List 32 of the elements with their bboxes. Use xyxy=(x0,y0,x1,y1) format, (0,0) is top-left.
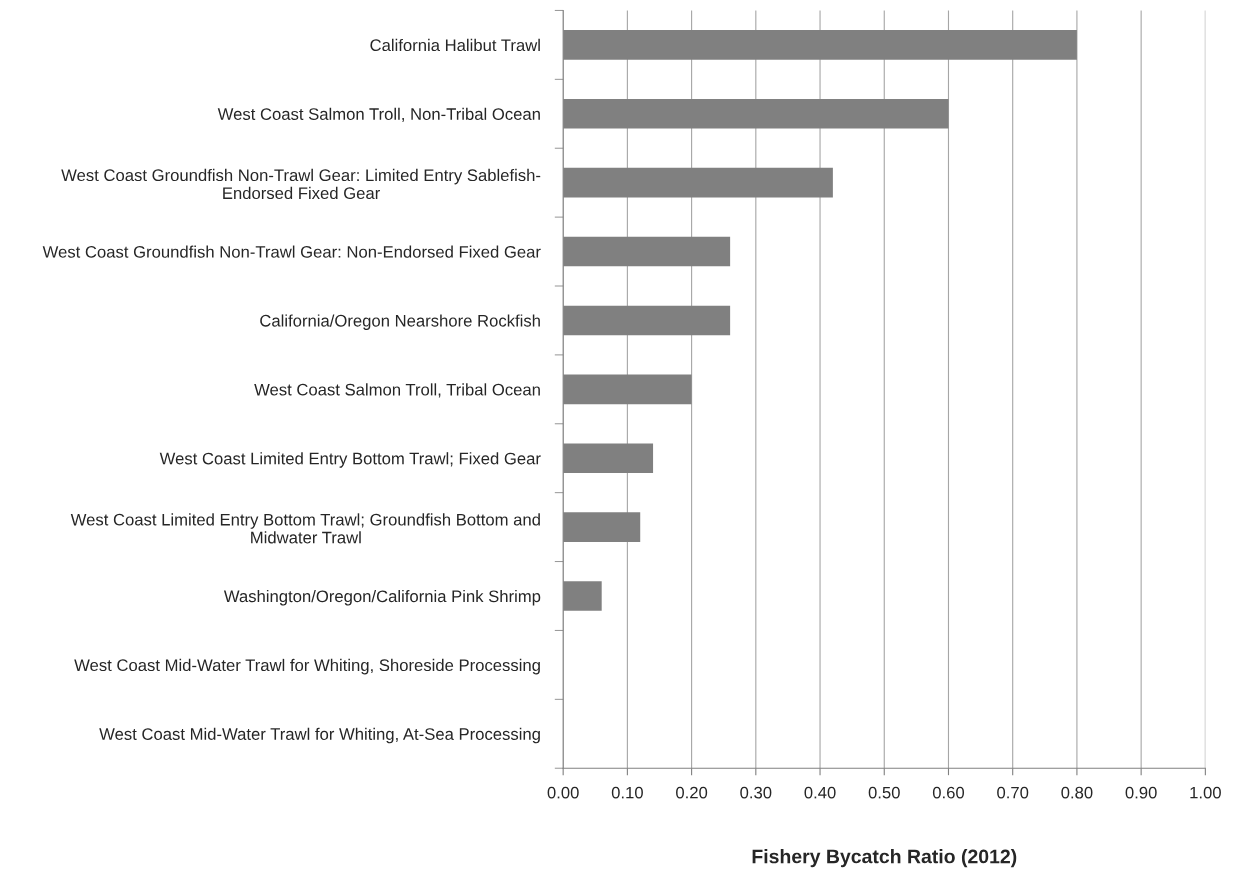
bar xyxy=(563,581,602,611)
y-tick-label: West Coast Salmon Troll, Non-Tribal Ocean xyxy=(217,107,540,122)
y-tick-label: West Coast Limited Entry Bottom Trawl; Groundfish Bottom and Midwater Trawl xyxy=(70,513,540,544)
y-tick-label: West Coast Groundfish Non-Trawl Gear: Non-Endorsed Fixed Gear xyxy=(42,245,541,258)
x-axis-title: Fishery Bycatch Ratio (2012) xyxy=(752,849,1017,868)
y-tick-label: West Coast Mid-Water Trawl for Whiting, Shoreside Processing xyxy=(74,658,540,675)
y-tick-label: West Coast Mid-Water Trawl for Whiting, At-Sea Processing xyxy=(99,727,540,744)
y-tick-label: West Coast Limited Entry Bottom Trawl; Fixed Gear xyxy=(159,452,541,468)
x-tick-label: 0.10 xyxy=(611,786,643,799)
y-tick-label: California/Oregon Nearshore Rockfish xyxy=(260,314,540,330)
y-tick-label: Washington/Oregon/California Pink Shrimp xyxy=(223,589,541,606)
x-tick-label: 0.30 xyxy=(740,786,772,799)
bar xyxy=(563,98,949,129)
x-tick-label: 1.00 xyxy=(1190,786,1221,799)
x-tick-label: 0.50 xyxy=(868,786,900,799)
bar xyxy=(563,236,731,267)
bar xyxy=(563,512,641,542)
y-tick-label: California Halibut Trawl xyxy=(370,38,540,52)
x-tick-label: 0.70 xyxy=(997,786,1029,799)
x-tick-label: 0.20 xyxy=(676,786,708,799)
x-tick-label: 0.80 xyxy=(1061,786,1093,799)
x-tick-label: 0.00 xyxy=(547,786,579,799)
bar xyxy=(563,30,1077,60)
bar xyxy=(563,167,833,198)
bar xyxy=(563,374,692,405)
bar xyxy=(563,443,654,474)
x-tick-label: 0.90 xyxy=(1125,786,1157,799)
bar xyxy=(563,305,731,336)
x-tick-label: 0.40 xyxy=(804,786,836,799)
y-tick-label: West Coast Groundfish Non-Trawl Gear: Limited Entry Sablefish- Endorsed Fixed Gear xyxy=(61,168,541,200)
x-tick-label: 0.60 xyxy=(932,786,965,799)
y-tick-label: West Coast Salmon Troll, Tribal Ocean xyxy=(254,383,540,398)
